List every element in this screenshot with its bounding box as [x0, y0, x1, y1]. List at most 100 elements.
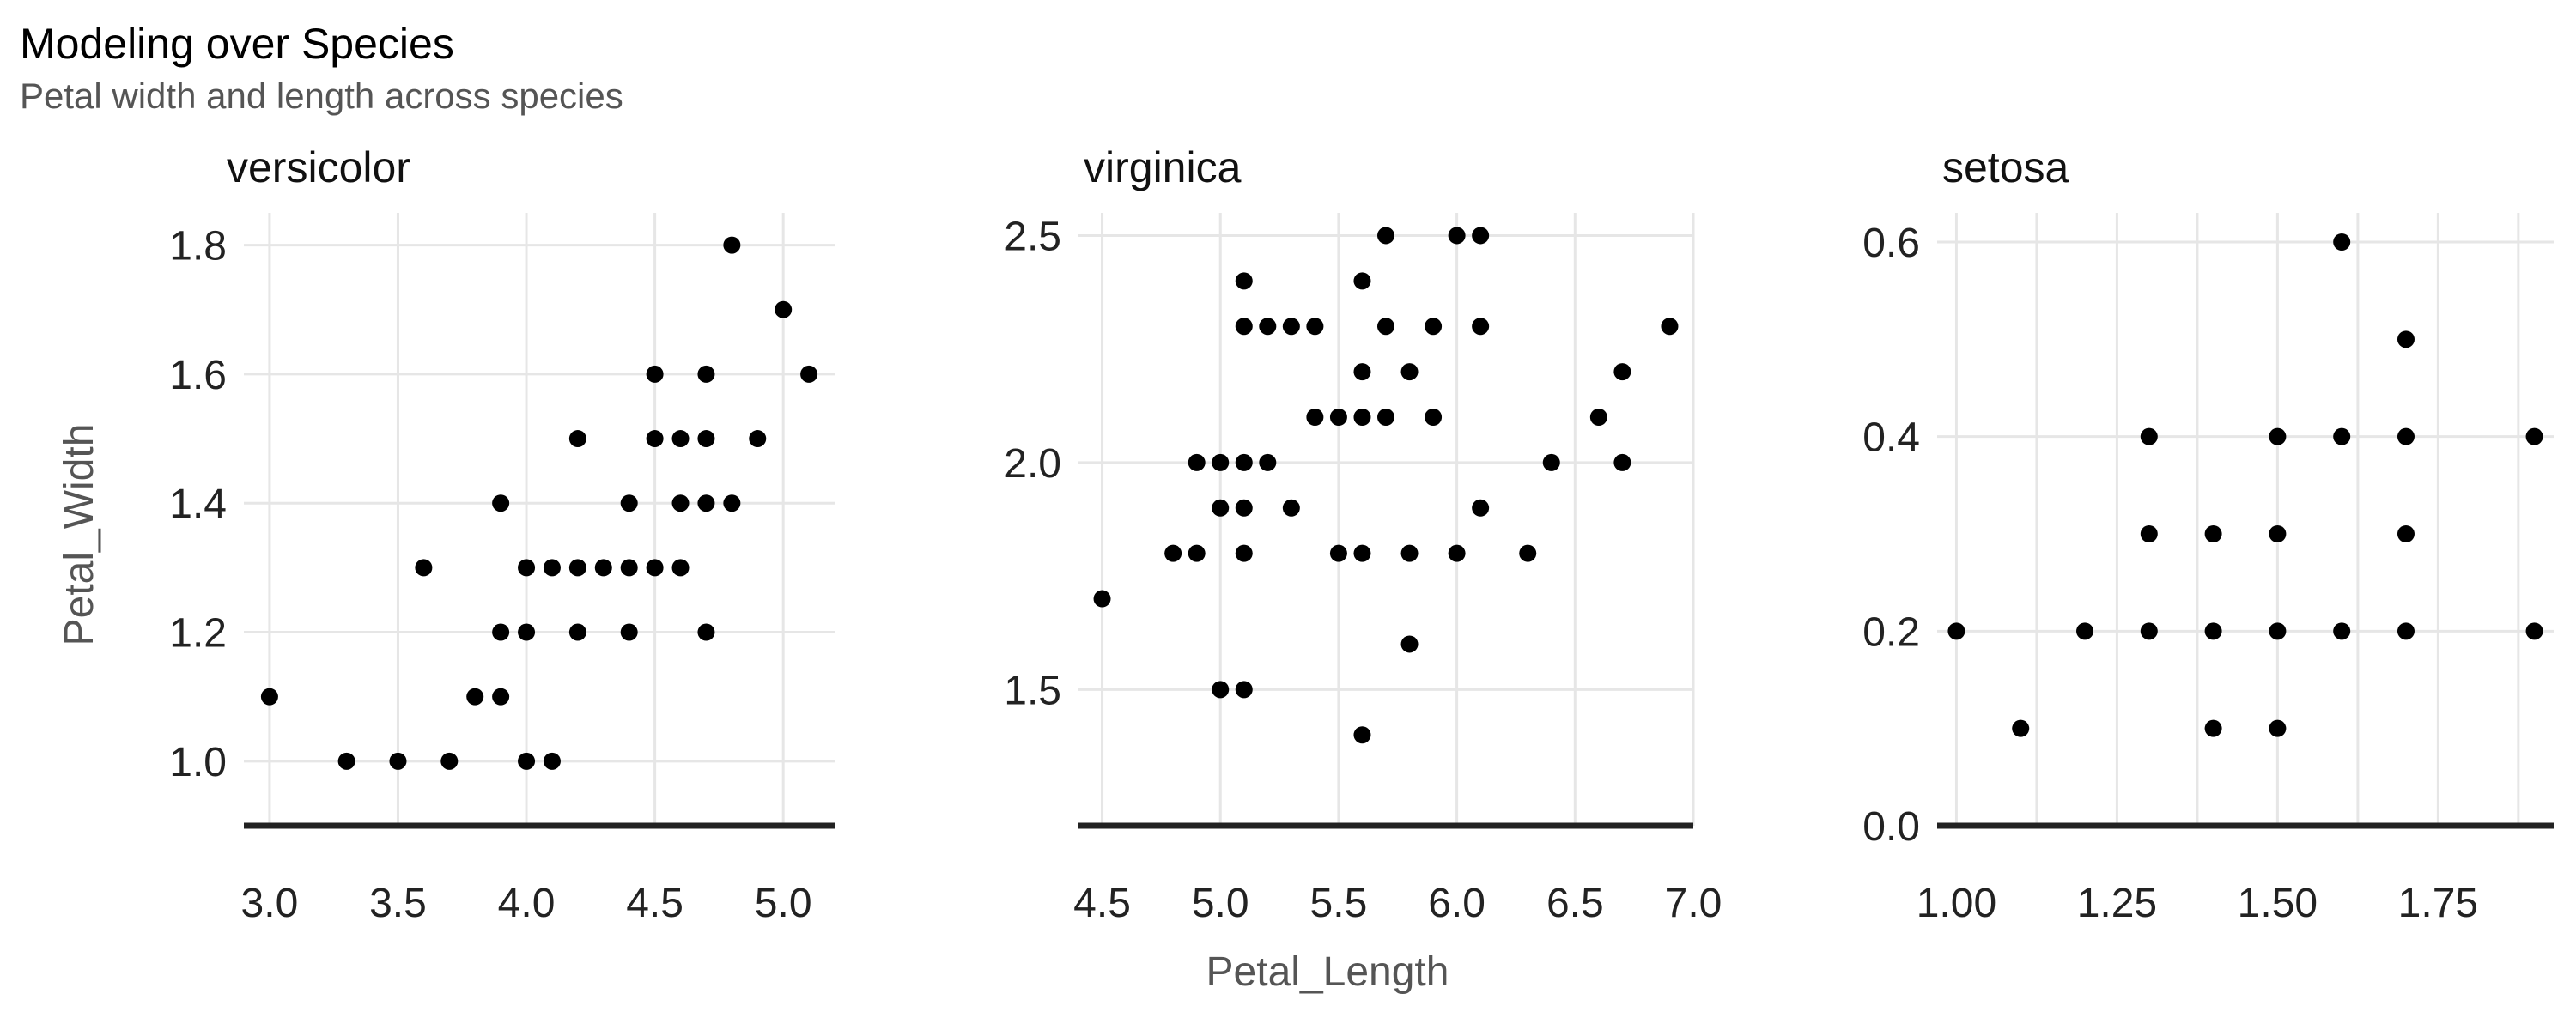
data-point — [1093, 590, 1111, 608]
data-point — [1212, 453, 1230, 471]
data-point — [1400, 544, 1419, 562]
data-point — [1164, 544, 1182, 562]
data-point — [466, 688, 484, 706]
data-point — [2012, 719, 2030, 737]
data-point — [775, 300, 793, 318]
data-point — [2140, 525, 2158, 542]
data-point — [2333, 233, 2351, 251]
data-point — [1306, 318, 1324, 336]
data-point — [671, 559, 690, 577]
data-point — [1259, 453, 1277, 471]
panel-setosa: setosa 1.00 1.25 1.50 1.75 0.0 0.2 0.4 0.6 — [1862, 143, 2554, 926]
data-point — [2333, 622, 2351, 640]
panel-label: virginica — [1084, 143, 1242, 191]
x-tick-label: 5.5 — [1310, 881, 1368, 926]
data-point — [1353, 409, 1371, 426]
data-point — [543, 752, 561, 770]
x-tick-label: 7.0 — [1665, 881, 1722, 926]
data-point — [1377, 227, 1394, 245]
data-point — [1188, 544, 1206, 562]
data-point — [568, 559, 586, 577]
data-point — [1472, 499, 1490, 517]
data-point — [518, 623, 536, 641]
data-point — [543, 559, 561, 577]
data-point — [2397, 330, 2415, 348]
data-point — [620, 623, 638, 641]
data-point — [2397, 427, 2415, 445]
data-point — [2204, 525, 2222, 542]
y-axis-title: Petal_Width — [57, 424, 102, 646]
data-point — [2333, 427, 2351, 445]
data-point — [1353, 272, 1371, 290]
data-point — [800, 365, 818, 383]
data-point — [1353, 726, 1371, 744]
data-point — [337, 752, 355, 770]
data-point — [2525, 622, 2543, 640]
data-point — [1329, 409, 1347, 426]
data-point — [492, 688, 510, 706]
y-tick-label: 0.2 — [1862, 609, 1920, 655]
data-point — [492, 494, 510, 512]
y-tick-label: 1.0 — [169, 740, 227, 785]
data-point — [2269, 719, 2287, 737]
x-tick-label: 4.5 — [626, 881, 683, 926]
x-tick-label: 1.00 — [1917, 881, 1996, 926]
data-point — [2140, 622, 2158, 640]
data-point — [1425, 409, 1443, 426]
data-point — [749, 430, 767, 448]
data-point — [1259, 318, 1277, 336]
data-point — [1472, 318, 1490, 336]
y-tick-label: 1.8 — [169, 224, 227, 270]
data-point — [1235, 272, 1253, 290]
data-point — [2269, 525, 2287, 542]
data-point — [1400, 635, 1419, 653]
data-point — [2140, 427, 2158, 445]
data-point — [492, 623, 510, 641]
x-tick-label: 3.0 — [241, 881, 299, 926]
data-point — [415, 559, 433, 577]
chart-title: Modeling over Species — [20, 20, 454, 68]
data-point — [1661, 318, 1679, 336]
data-point — [723, 494, 741, 512]
data-point — [1282, 318, 1300, 336]
data-point — [2204, 622, 2222, 640]
x-tick-label: 1.25 — [2077, 881, 2157, 926]
y-tick-label: 0.0 — [1862, 804, 1920, 850]
data-point — [1448, 544, 1466, 562]
data-point — [697, 494, 715, 512]
data-point — [1235, 681, 1253, 699]
data-point — [260, 688, 278, 706]
y-tick-label: 1.4 — [169, 482, 227, 527]
data-point — [1353, 363, 1371, 381]
data-point — [594, 559, 612, 577]
y-tick-label: 2.5 — [1004, 214, 1061, 259]
data-point — [1235, 318, 1253, 336]
data-point — [671, 430, 690, 448]
data-point — [2397, 525, 2415, 542]
data-point — [1282, 499, 1300, 517]
data-point — [620, 494, 638, 512]
y-tick-label: 0.6 — [1862, 221, 1920, 266]
data-point — [646, 430, 664, 448]
data-point — [389, 752, 407, 770]
data-point — [568, 430, 586, 448]
x-tick-label: 4.5 — [1073, 881, 1131, 926]
data-point — [1235, 499, 1253, 517]
panel-label: setosa — [1942, 143, 2069, 191]
panel-versicolor: versicolor 3.0 3.5 4.0 4.5 5.0 1.0 1.2 1.4 1.6 1.8 — [169, 143, 835, 926]
data-point — [2269, 622, 2287, 640]
data-point — [671, 494, 690, 512]
data-point — [1589, 409, 1607, 426]
data-point — [2204, 719, 2222, 737]
x-tick-label: 6.5 — [1546, 881, 1604, 926]
x-axis-title: Petal_Length — [1206, 949, 1449, 995]
data-point — [620, 559, 638, 577]
data-point — [1519, 544, 1537, 562]
data-point — [697, 623, 715, 641]
data-point — [1613, 363, 1631, 381]
y-tick-label: 2.0 — [1004, 441, 1061, 487]
data-point — [440, 752, 459, 770]
panels: versicolor 3.0 3.5 4.0 4.5 5.0 1.0 1.2 1.4 1.6 1.8… — [169, 143, 2554, 926]
panel-virginica: virginica 4.5 5.0 5.5 6.0 6.5 7.0 1.5 2.0 2.5 — [1004, 143, 1722, 926]
